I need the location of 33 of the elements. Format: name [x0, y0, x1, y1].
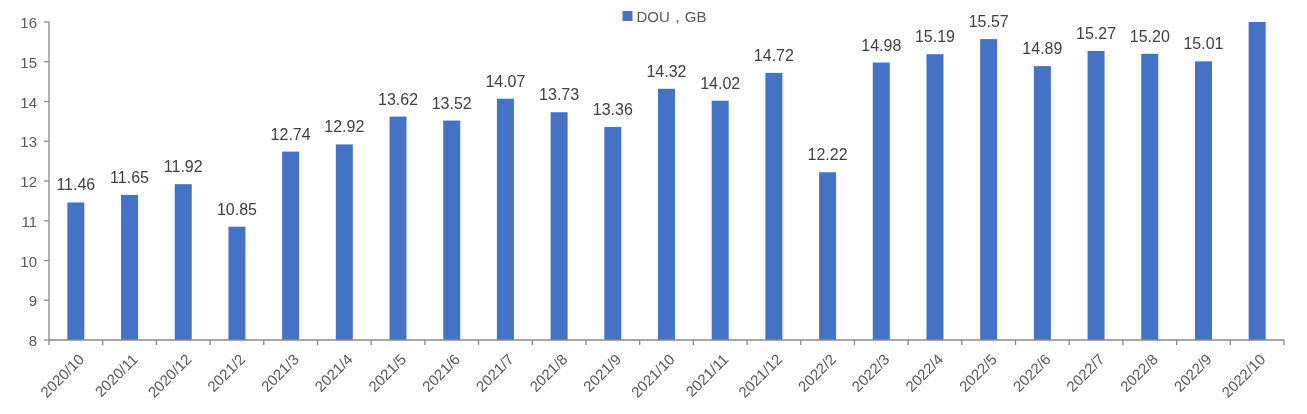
y-tick-label: 10	[20, 252, 37, 269]
data-label: 10.85	[216, 200, 258, 218]
data-label: 15.57	[968, 13, 1009, 31]
data-label: 14.07	[485, 72, 526, 90]
legend: DOU，GB	[622, 7, 707, 25]
data-label: 13.36	[592, 100, 633, 118]
data-label: 15.20	[1129, 27, 1170, 45]
y-tick-label: 13	[20, 132, 37, 150]
data-label: 14.32	[646, 62, 687, 80]
data-label: 13.62	[378, 90, 419, 108]
legend-label: DOU，GB	[636, 7, 707, 25]
data-label: 15.19	[914, 28, 956, 46]
y-tick-label: 9	[28, 291, 37, 309]
data-label: 13.52	[431, 94, 472, 112]
data-label: 12.22	[807, 146, 848, 164]
data-label: 15.27	[1076, 25, 1117, 43]
data-label: 13.73	[539, 86, 580, 104]
data-label: 12.74	[270, 125, 311, 143]
y-tick-label: 11	[21, 212, 37, 230]
data-label: 12.92	[324, 118, 365, 136]
data-label: 14.72	[753, 46, 795, 64]
data-label: 14.89	[1022, 40, 1063, 58]
y-tick-label: 16	[20, 13, 37, 31]
data-label: 14.98	[861, 36, 902, 54]
data-label: 11.92	[163, 158, 203, 176]
y-tick-label: 12	[20, 172, 37, 190]
y-tick-label: 14	[20, 93, 37, 110]
data-label: 11.46	[56, 176, 96, 194]
y-tick-label: 8	[28, 331, 37, 349]
y-tick-label: 15	[20, 53, 37, 71]
data-label: 14.02	[700, 74, 741, 92]
data-label: 11.65	[110, 168, 150, 186]
data-label: 15.01	[1183, 35, 1224, 53]
